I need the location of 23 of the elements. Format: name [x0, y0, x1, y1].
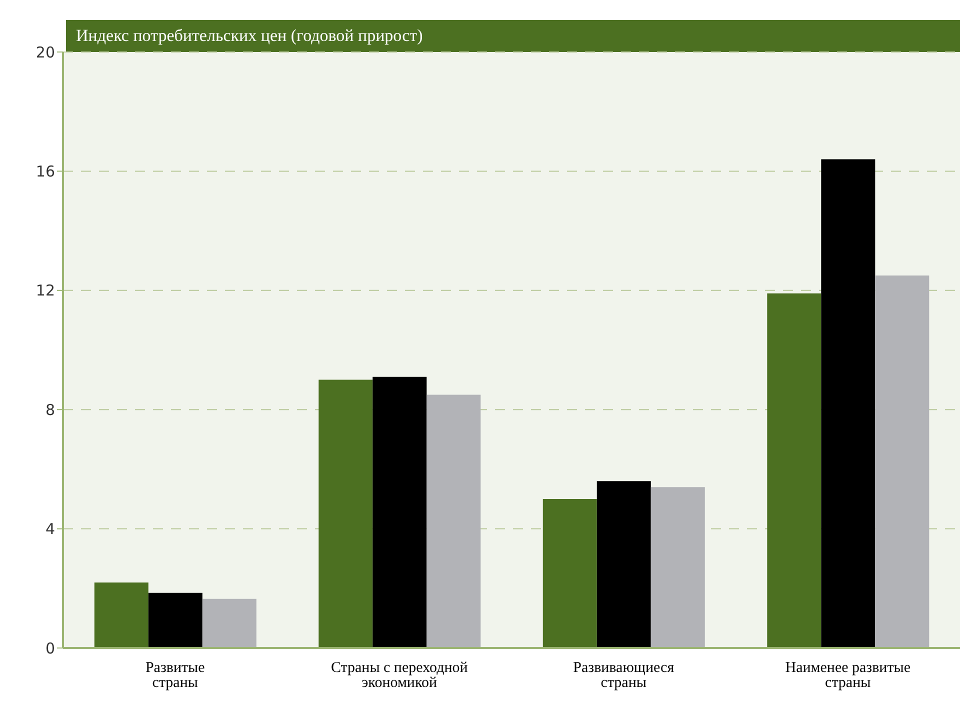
y-tick-label: 8: [45, 400, 55, 419]
x-tick-label: Развивающиеся страны: [573, 660, 674, 691]
y-tick-label: 0: [45, 639, 55, 658]
bar: [372, 376, 427, 648]
bar: [202, 598, 256, 648]
bar: [148, 592, 202, 648]
x-tick-label: Развитые страны: [145, 660, 206, 691]
y-tick-label: 16: [36, 162, 55, 181]
bar: [596, 481, 651, 648]
chart-title: Индекс потребительских цен (годовой прирост): [66, 20, 960, 52]
x-tick-label: Наименее развитые страны: [785, 660, 911, 691]
bar: [318, 380, 373, 648]
bar: [426, 394, 481, 648]
bar: [767, 293, 822, 648]
bar: [94, 582, 148, 648]
bar: [650, 487, 705, 648]
y-tick-label: 4: [45, 520, 55, 538]
x-tick-label: Страны с переходной экономикой: [330, 660, 468, 691]
bar: [542, 499, 597, 648]
y-tick-label: 12: [36, 282, 55, 300]
bar: [821, 159, 876, 648]
bar: [875, 276, 930, 648]
y-tick-label: 20: [36, 43, 55, 62]
